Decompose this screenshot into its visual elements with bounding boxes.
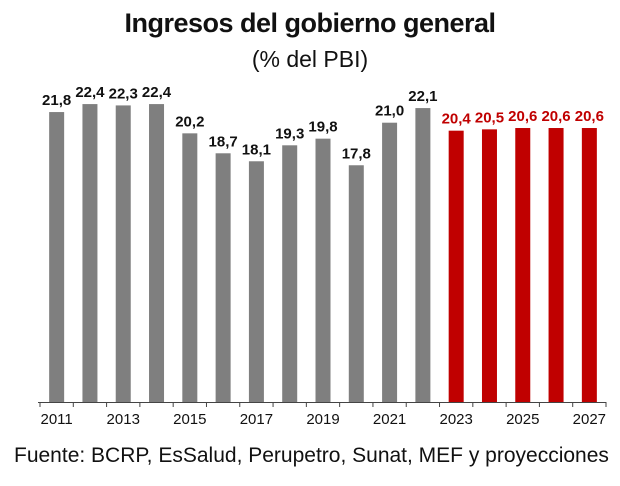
x-tick-label-2015: 2015	[173, 411, 206, 428]
value-label-2018: 19,3	[275, 125, 304, 142]
bar-2018	[282, 145, 298, 402]
bar-2022	[415, 108, 431, 402]
x-tick-label-2025: 2025	[506, 411, 539, 428]
bar-2016	[215, 153, 231, 402]
bar-2013	[115, 105, 131, 402]
bar-2011	[49, 112, 65, 402]
value-label-2020: 17,8	[342, 145, 371, 162]
chart-subtitle: (% del PBI)	[251, 46, 369, 72]
bar-2015	[182, 133, 198, 402]
value-label-2019: 19,8	[308, 119, 337, 136]
bar-2024	[481, 129, 497, 402]
value-label-2014: 22,4	[142, 84, 172, 101]
value-label-2027: 20,6	[575, 108, 604, 125]
x-tick-label-2013: 2013	[107, 411, 140, 428]
bar-2023	[448, 130, 464, 402]
bar-2012	[82, 104, 98, 402]
value-label-2012: 22,4	[75, 84, 105, 101]
x-tick-label-2011: 2011	[41, 411, 73, 428]
bar-2014	[149, 104, 165, 402]
value-label-2015: 20,2	[175, 113, 204, 130]
value-label-2026: 20,6	[541, 108, 570, 125]
bar-2021	[382, 122, 398, 402]
bar-chart: 21,8 22,4 22,3 22,420,218,7 18,119,3 19,817,8…	[38, 84, 607, 428]
value-label-2016: 18,7	[209, 133, 238, 150]
x-tick-label-2021: 2021	[373, 411, 406, 428]
bar-2025	[515, 128, 531, 402]
value-label-2022: 22,1	[408, 88, 437, 105]
x-tick-label-2017: 2017	[240, 411, 273, 428]
x-tick-label-2023: 2023	[439, 411, 472, 428]
bar-2027	[581, 128, 597, 402]
x-tick-label-2019: 2019	[306, 411, 339, 428]
x-tick-label-2027: 2027	[573, 411, 606, 428]
bar-2020	[348, 165, 364, 402]
value-label-2011: 21,8	[42, 92, 71, 109]
bar-2026	[548, 128, 564, 402]
source-note: Fuente: BCRP, EsSalud, Perupetro, Sunat,…	[14, 444, 609, 467]
value-label-2013: 22,3	[109, 85, 138, 102]
chart-title: Ingresos del gobierno general	[124, 8, 496, 38]
bar-2019	[315, 138, 331, 402]
value-label-2024: 20,5	[475, 109, 504, 126]
value-label-2021: 21,0	[375, 103, 404, 120]
value-label-2025: 20,6	[508, 108, 537, 125]
value-label-2023: 20,4	[442, 111, 472, 128]
bar-2017	[248, 161, 264, 402]
value-label-2017: 18,1	[242, 141, 271, 158]
